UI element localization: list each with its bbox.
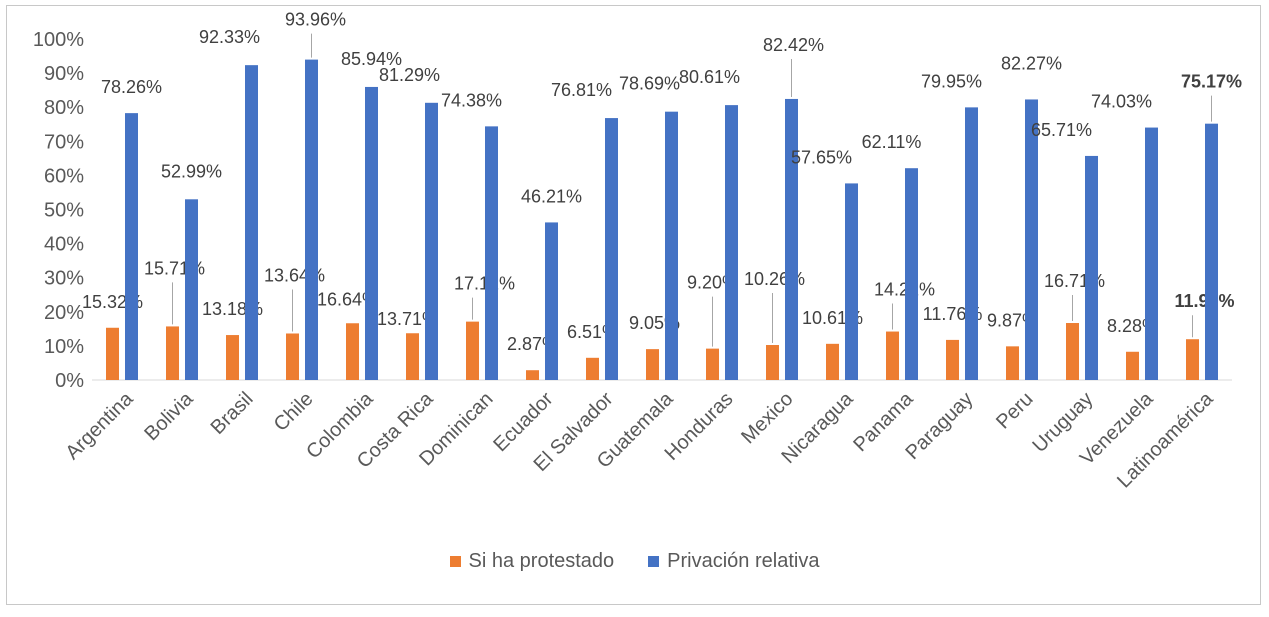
data-label-protestado: 13.71% [377, 309, 438, 329]
bar-protestado [286, 333, 299, 380]
legend-label-protestado: Si ha protestado [468, 550, 615, 572]
bar-privacion [605, 118, 618, 380]
y-tick-label: 80% [44, 97, 84, 119]
data-label-privacion: 65.71% [1031, 120, 1092, 140]
bar-privacion [125, 113, 138, 381]
data-label-privacion: 46.21% [521, 186, 582, 206]
y-tick-label: 40% [44, 234, 84, 256]
bar-privacion [665, 111, 678, 380]
data-label-privacion: 78.26% [101, 77, 162, 97]
data-label-protestado: 11.96% [1174, 291, 1234, 311]
data-label-privacion: 57.65% [791, 147, 852, 167]
bar-privacion [1025, 99, 1038, 381]
data-label-privacion: 78.69% [619, 74, 680, 94]
bar-protestado [406, 333, 419, 380]
bar-protestado [646, 349, 659, 380]
y-tick-label: 60% [44, 165, 84, 187]
bar-privacion [845, 183, 858, 380]
data-label-privacion: 76.81% [551, 80, 612, 100]
data-label-privacion: 74.38% [441, 90, 502, 110]
data-label-privacion: 82.27% [1001, 53, 1062, 73]
data-label-privacion: 62.11% [862, 132, 922, 152]
bar-protestado [1126, 351, 1139, 380]
bar-privacion [305, 59, 318, 380]
data-label-privacion: 79.95% [921, 71, 982, 91]
bar-protestado [1186, 339, 1199, 380]
bar-privacion [965, 107, 978, 381]
bar-protestado [346, 323, 359, 380]
category-label: Brasil [207, 388, 258, 439]
bar-protestado [766, 345, 779, 380]
bar-privacion [485, 126, 498, 380]
bar-protestado [826, 343, 839, 380]
legend-swatch-privacion [648, 556, 660, 567]
data-label-privacion: 75.17% [1181, 72, 1242, 92]
legend: Si ha protestado Privación relativa [0, 550, 1269, 573]
bar-privacion [1085, 155, 1098, 380]
bar-privacion [545, 222, 558, 380]
bar-privacion [725, 105, 738, 380]
data-label-privacion: 82.42% [763, 35, 824, 55]
data-label-protestado: 14.21% [874, 280, 935, 300]
data-label-privacion: 93.96% [285, 10, 346, 30]
data-label-privacion: 80.61% [679, 67, 740, 87]
bar-privacion [425, 102, 438, 381]
category-label: Chile [270, 388, 318, 436]
bar-protestado [166, 326, 179, 380]
legend-item-protestado: Si ha protestado [449, 550, 615, 573]
bar-protestado [466, 321, 479, 380]
bar-protestado [586, 357, 599, 380]
legend-swatch-protestado [449, 556, 461, 567]
bar-protestado [106, 327, 119, 380]
y-tick-label: 0% [55, 370, 84, 392]
bar-protestado [1006, 346, 1019, 380]
data-label-privacion: 81.29% [379, 65, 440, 85]
data-label-protestado: 16.64% [317, 289, 378, 309]
legend-item-privacion: Privación relativa [648, 550, 819, 573]
bar-protestado [226, 335, 239, 380]
data-label-privacion: 52.99% [161, 161, 222, 181]
y-tick-label: 10% [44, 336, 84, 358]
legend-label-privacion: Privación relativa [667, 550, 820, 572]
bar-privacion [365, 86, 378, 380]
data-label-privacion: 74.03% [1091, 92, 1152, 112]
y-tick-label: 70% [44, 131, 84, 153]
y-tick-label: 20% [44, 302, 84, 324]
bar-protestado [706, 348, 719, 380]
y-tick-label: 50% [44, 200, 84, 222]
data-label-privacion: 92.33% [199, 27, 260, 47]
bar-privacion [1145, 127, 1158, 380]
bar-privacion [905, 168, 918, 380]
bar-protestado [946, 339, 959, 380]
y-tick-label: 90% [44, 63, 84, 85]
y-tick-label: 30% [44, 268, 84, 290]
bar-privacion [1205, 123, 1218, 381]
bar-privacion [785, 98, 798, 380]
category-label: Bolivia [140, 387, 198, 445]
y-tick-label: 100% [33, 29, 84, 51]
bar-privacion [245, 65, 258, 381]
bar-protestado [1066, 323, 1079, 380]
bar-protestado [886, 331, 899, 380]
category-label: Peru [992, 388, 1037, 433]
data-label-protestado: 17.12% [454, 274, 515, 294]
bar-privacion [185, 199, 198, 380]
bar-protestado [526, 370, 539, 380]
data-label-privacion: 85.94% [341, 49, 402, 69]
category-label: Mexico [737, 388, 797, 448]
chart-frame [6, 5, 1261, 605]
category-label: Argentina [61, 387, 138, 464]
